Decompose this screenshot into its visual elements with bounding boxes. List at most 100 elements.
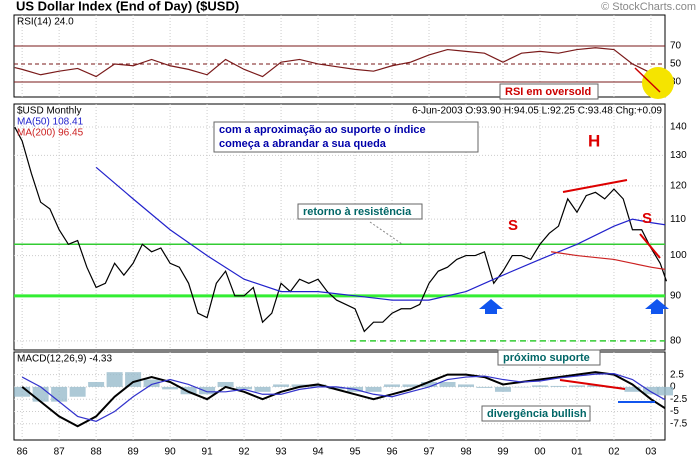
y-tick-label: 80 bbox=[670, 335, 682, 346]
x-tick-label: 99 bbox=[497, 447, 509, 458]
histogram-bar bbox=[568, 385, 585, 387]
pointer bbox=[369, 221, 403, 245]
x-tick-label: 88 bbox=[91, 447, 103, 458]
series-line bbox=[21, 371, 666, 428]
note: retorno à resistência bbox=[303, 206, 412, 218]
macd-title: MACD(12,26,9) -4.33 bbox=[17, 354, 112, 365]
x-tick-label: 02 bbox=[608, 447, 620, 458]
x-tick-label: 98 bbox=[460, 447, 472, 458]
note: RSI em oversold bbox=[505, 86, 591, 98]
trend-line bbox=[639, 233, 661, 259]
histogram-bar bbox=[531, 385, 548, 387]
x-tick-label: 93 bbox=[275, 447, 287, 458]
y-tick-label: 130 bbox=[670, 150, 687, 161]
histogram-bar bbox=[143, 379, 160, 387]
y-tick-label: -2.5 bbox=[670, 394, 688, 405]
histogram-bar bbox=[106, 372, 123, 387]
note-box bbox=[499, 83, 599, 100]
x-tick-label: 94 bbox=[312, 447, 324, 458]
histogram-bar bbox=[88, 381, 105, 387]
y-tick-label: 70 bbox=[670, 41, 682, 52]
y-tick-label: -5 bbox=[670, 406, 679, 417]
histogram-bar bbox=[402, 384, 419, 387]
histogram-bar bbox=[162, 386, 179, 390]
histogram-bar bbox=[69, 386, 86, 397]
y-tick-label: 140 bbox=[670, 122, 687, 133]
x-tick-label: 89 bbox=[128, 447, 140, 458]
histogram-bar bbox=[513, 386, 530, 388]
histogram-bar bbox=[476, 386, 493, 388]
histogram-bar bbox=[458, 384, 475, 387]
credit: © StockCharts.com bbox=[601, 1, 696, 13]
x-tick-label: 97 bbox=[423, 447, 435, 458]
rsi-frame bbox=[13, 14, 666, 98]
legend-entry: MA(200) 96.45 bbox=[17, 128, 84, 139]
series-line bbox=[550, 251, 666, 270]
histogram-bar bbox=[439, 381, 456, 387]
histogram-bar bbox=[657, 386, 673, 396]
y-tick-label: 30 bbox=[670, 77, 682, 88]
trend-line bbox=[562, 179, 628, 193]
pattern-label: H bbox=[588, 131, 600, 150]
histogram-bar bbox=[180, 386, 197, 395]
histogram-bar bbox=[125, 372, 142, 387]
x-tick-label: 86 bbox=[17, 447, 29, 458]
y-tick-label: 100 bbox=[670, 250, 687, 261]
x-tick-label: 92 bbox=[239, 447, 251, 458]
trend-line bbox=[559, 379, 626, 390]
histogram-bar bbox=[384, 384, 401, 387]
x-tick-label: 91 bbox=[202, 447, 214, 458]
legend-entry: MA(50) 108.41 bbox=[17, 117, 84, 128]
note-box bbox=[297, 203, 423, 220]
y-tick-label: 50 bbox=[670, 59, 682, 70]
note-box bbox=[481, 405, 591, 422]
note-box bbox=[213, 121, 479, 153]
highlight-circle bbox=[642, 67, 674, 99]
histogram-bar bbox=[624, 386, 641, 392]
histogram-bar bbox=[587, 384, 604, 387]
y-tick-label: 2.5 bbox=[670, 369, 684, 380]
histogram-bar bbox=[14, 386, 31, 397]
note-box bbox=[497, 349, 601, 366]
panel-frames bbox=[13, 14, 666, 441]
series-line bbox=[14, 47, 666, 88]
note: com a aproximação ao suporte o índice bbox=[219, 124, 426, 136]
y-tick-label: 90 bbox=[670, 290, 682, 301]
x-tick-label: 00 bbox=[534, 447, 546, 458]
x-tick-label: 03 bbox=[645, 447, 657, 458]
histogram-bar bbox=[291, 384, 308, 387]
x-tick-label: 87 bbox=[54, 447, 66, 458]
page-title: US Dollar Index (End of Day) ($USD) bbox=[16, 0, 239, 13]
pattern-label: S bbox=[508, 217, 518, 234]
price-subtitle: 6-Jun-2003 O:93.90 H:94.05 L:92.25 C:93.… bbox=[412, 106, 662, 117]
series-line bbox=[21, 373, 666, 422]
histogram-bar bbox=[365, 386, 382, 392]
series-line bbox=[14, 126, 668, 333]
histogram-bar bbox=[254, 386, 271, 392]
arrow bbox=[634, 67, 661, 93]
x-tick-label: 95 bbox=[349, 447, 361, 458]
histogram-bar bbox=[199, 386, 216, 395]
legend-entry: $USD Monthly bbox=[17, 106, 81, 117]
histogram-bar bbox=[217, 381, 234, 387]
histogram-bar bbox=[51, 386, 68, 402]
note: divergência bullish bbox=[487, 408, 587, 420]
histogram-bar bbox=[236, 386, 253, 390]
series-line bbox=[95, 166, 666, 301]
histogram-bar bbox=[328, 386, 345, 390]
x-tick-label: 96 bbox=[386, 447, 398, 458]
pattern-label: S bbox=[642, 210, 652, 227]
arrow-up bbox=[645, 299, 669, 314]
histogram-bar bbox=[642, 386, 659, 395]
histogram-bar bbox=[310, 384, 327, 387]
arrow-up bbox=[479, 299, 503, 314]
y-tick-label: 110 bbox=[670, 214, 686, 225]
histogram-bar bbox=[273, 384, 290, 387]
rsi-title: RSI(14) 24.0 bbox=[17, 17, 74, 28]
histogram-bar bbox=[550, 385, 567, 387]
x-tick-label: 01 bbox=[571, 447, 583, 458]
histogram-bar bbox=[494, 386, 511, 392]
y-tick-label: 120 bbox=[670, 181, 687, 192]
